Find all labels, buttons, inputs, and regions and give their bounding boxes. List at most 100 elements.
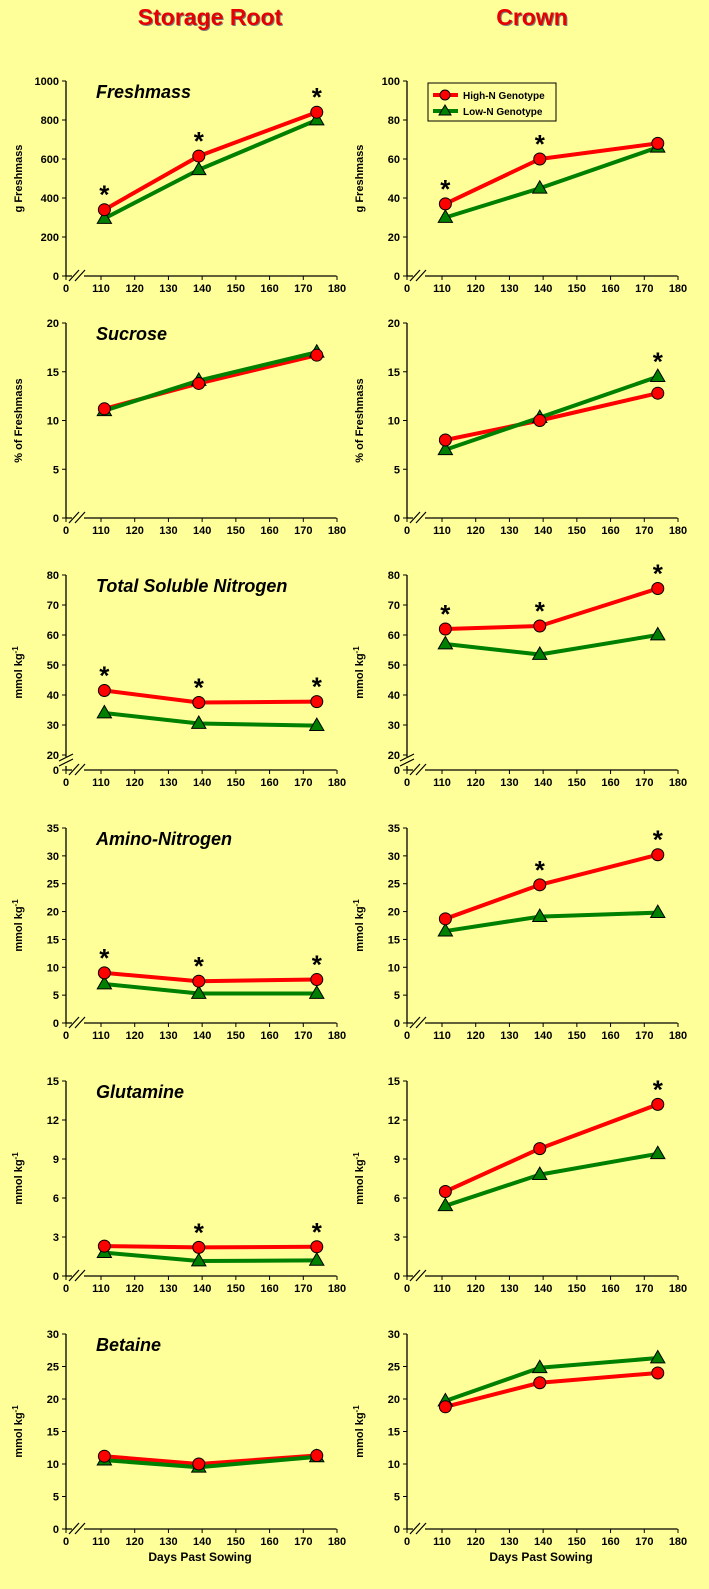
panel-storage-root-3-y-tick-label: 50 (47, 660, 59, 672)
panel-storage-root-6-x-tick-label: 0 (63, 1536, 69, 1548)
panel-crown-4-y-tick-label: 15 (388, 934, 400, 946)
panel-storage-root-3-x-tick-label: 150 (227, 777, 245, 789)
panel-crown-5-x-tick-label: 0 (404, 1283, 410, 1295)
panel-storage-root-6-x-tick-label: 180 (328, 1536, 346, 1548)
panel-crown-3-x-tick-label: 180 (669, 777, 687, 789)
panel-storage-root-3-x-tick-label: 170 (294, 777, 312, 789)
panel-crown-1-y-tick-label: 80 (388, 115, 400, 127)
panel-storage-root-4-significance-star: * (312, 950, 323, 980)
panel-storage-root-4-x-break-mark (74, 1016, 86, 1029)
panel-crown-2-x-break-mark (409, 511, 421, 524)
panel-crown-5-x-tick-label: 170 (635, 1283, 653, 1295)
panel-storage-root-4-high-n-point (310, 973, 324, 987)
panel-storage-root-3-x-break-mark (68, 763, 80, 776)
panel-crown-5-high-n-point (651, 1097, 665, 1111)
panel-storage-root-5-y-tick-label: 6 (53, 1193, 59, 1205)
panel-storage-root-1-significance-star: * (194, 126, 205, 156)
panel-crown-6-x-tick-label: 180 (669, 1536, 687, 1548)
panel-storage-root-2-x-tick-label: 170 (294, 525, 312, 537)
panel-storage-root-3-x-tick-label: 120 (126, 777, 144, 789)
panel-crown-6-high-n-point (533, 1376, 547, 1390)
panel-storage-root-4-low-n-point (190, 984, 207, 999)
panel-storage-root-2-x-break-gap (72, 512, 84, 524)
panel-storage-root-6-y-tick-label: 0 (53, 1524, 59, 1536)
panel-crown-3-y-break-gap (401, 757, 413, 766)
panel-crown-4-x-tick-label: 170 (635, 1030, 653, 1042)
panel-storage-root-3-significance-star: * (312, 672, 323, 702)
panel-storage-root-1-series-high-n-line (103, 110, 318, 212)
panel-storage-root-3-x-tick-label: 180 (328, 777, 346, 789)
panel-storage-root-3-x-break-mark (74, 763, 86, 776)
panel-crown-6-y-tick-label: 5 (394, 1492, 400, 1504)
panel-storage-root-5-high-n-point (97, 1239, 111, 1253)
panel-crown-1-high-n-point (533, 152, 547, 166)
panel-crown-4-low-n-point (437, 922, 454, 937)
panel-crown-3-x-tick-label: 150 (568, 777, 586, 789)
panel-storage-root-5-high-n-point (192, 1240, 206, 1254)
panel-crown-2-x-tick-label: 170 (635, 525, 653, 537)
panel-crown-3-y-tick-label: 0 (394, 765, 400, 777)
panel-crown-4-y-tick-label: 0 (394, 1018, 400, 1030)
panel-storage-root-4-x-tick-label: 170 (294, 1030, 312, 1042)
panel-crown-1-y-tick-label: 60 (388, 154, 400, 166)
panel-crown-5-x-break-gap (413, 1270, 425, 1282)
panel-crown-5-high-n-point (438, 1185, 452, 1198)
panel-crown-1-significance-star: * (535, 129, 546, 159)
panel-storage-root-4-significance-star: * (99, 943, 110, 973)
panel-storage-root-4-x-break-mark (68, 1016, 80, 1029)
panel-storage-root-1-high-n-point (97, 203, 111, 217)
panel-crown-1-x-tick-label: 160 (601, 283, 619, 295)
panel-crown-3-y-tick-label: 80 (388, 570, 400, 582)
panel-crown-4-y-axis-label: mmol kg-1 (352, 899, 366, 952)
panel-storage-root-6-x-tick-label: 150 (227, 1536, 245, 1548)
panel-crown-2-y-tick-label: 5 (394, 464, 400, 476)
panel-crown-4-y-tick-label: 20 (388, 907, 400, 919)
panel-crown-4-series-low-n-line (445, 910, 658, 934)
panel-storage-root-5-x-tick-label: 0 (63, 1283, 69, 1295)
panel-storage-root-6-y-tick-label: 10 (47, 1459, 59, 1471)
panel-crown-1-x-tick-label: 130 (500, 283, 518, 295)
panel-crown-3-x-tick-label: 140 (534, 777, 552, 789)
panel-storage-root-6-y-tick-label: 25 (47, 1362, 59, 1374)
panel-storage-root-6-x-tick-label: 170 (294, 1536, 312, 1548)
panel-crown-6-x-tick-label: 120 (467, 1536, 485, 1548)
panel-crown-4-x-tick-label: 180 (669, 1030, 687, 1042)
panel-storage-root-3-x-tick-label: 110 (92, 777, 110, 789)
panel-crown-2-x-tick-label: 120 (467, 525, 485, 537)
panel-storage-root-3-series-low-n-line (104, 711, 317, 728)
panel-storage-root-2-y-tick-label: 5 (53, 464, 59, 476)
panel-crown-1-y-tick-label: 0 (394, 271, 400, 283)
panel-crown-1-x-tick-label: 110 (433, 283, 451, 295)
panel-crown-2-y-tick-label: 10 (388, 416, 400, 428)
panel-crown-4-y-tick-label: 30 (388, 851, 400, 863)
panel-crown-5-low-n-point (649, 1145, 666, 1160)
panel-storage-root-4-y-tick-label: 20 (47, 907, 59, 919)
panel-storage-root-2-high-n-point (97, 402, 111, 416)
panel-crown-3-y-break-mark (399, 758, 415, 767)
panel-storage-root-5-title: Glutamine (96, 1082, 184, 1102)
panel-storage-root-6-x-tick-label: 160 (260, 1536, 278, 1548)
panel-storage-root-5-low-n-point (308, 1251, 325, 1266)
panel-crown-5-y-tick-label: 6 (394, 1193, 400, 1205)
panel-crown-3-low-n-point (649, 626, 666, 641)
panel-crown-2-x-tick-label: 130 (500, 525, 518, 537)
panel-crown-4-high-n-point (438, 912, 452, 926)
panel-crown-4-y-tick-label: 35 (388, 823, 400, 835)
panel-crown-6-x-tick-label: 150 (568, 1536, 586, 1548)
panel-crown-2-x-break-mark (415, 511, 427, 524)
panel-storage-root-4-y-tick-label: 15 (47, 934, 59, 946)
panel-crown-2-x-tick-label: 150 (568, 525, 586, 537)
panel-crown-6-x-tick-label: 140 (534, 1536, 552, 1548)
panel-storage-root-4-title: Amino-Nitrogen (95, 829, 232, 849)
panel-storage-root-5-high-n-point (310, 1240, 324, 1254)
panel-storage-root-5-x-tick-label: 150 (227, 1283, 245, 1295)
panel-storage-root-1-x-tick-label: 110 (92, 283, 110, 295)
panel-storage-root-6-y-tick-label: 20 (47, 1394, 59, 1406)
panel-storage-root-4-y-tick-label: 35 (47, 823, 59, 835)
panel-crown-5-y-tick-label: 9 (394, 1154, 400, 1166)
panel-storage-root-3-high-n-point (192, 696, 206, 709)
panel-storage-root-2-y-tick-label: 20 (47, 318, 59, 330)
panel-storage-root-2-y-tick-label: 15 (47, 367, 59, 379)
panel-crown-5-series-high-n-line (444, 1102, 659, 1194)
